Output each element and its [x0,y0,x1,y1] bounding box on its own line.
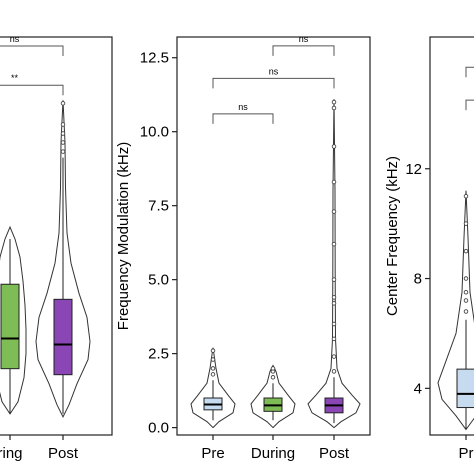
y-tick-label-middle-2: 5.0 [148,272,169,289]
outlier-middle-post-9 [331,179,337,185]
outlier-right-pre-4 [463,248,469,254]
significance-bracket-right-1 [465,99,474,111]
y-tick-label-middle-0: 0.0 [148,420,169,437]
outlier-middle-pre-2 [210,357,216,362]
outlier-middle-post-3 [331,321,337,327]
outlier-middle-post-10 [331,144,337,149]
outlier-left-post-0 [60,149,66,154]
outlier-middle-pre-0 [210,372,216,377]
violin-left-during [0,225,27,415]
outlier-right-pre-2 [463,290,469,295]
outlier-middle-post-12 [331,99,337,105]
y-tick-label-middle-4: 10.0 [140,124,169,141]
panel-left-frame [0,36,113,436]
y-tick-label-right-2: 12 [405,161,422,178]
outlier-middle-pre-3 [210,348,216,353]
outlier-middle-during-2 [270,366,276,371]
outlier-left-post-3 [60,122,66,127]
outlier-middle-during-0 [270,375,276,380]
box-left-during [0,283,20,370]
outlier-left-post-4 [60,101,66,106]
outlier-middle-post-2 [331,336,337,342]
outlier-middle-pre-1 [210,366,216,371]
category-label-middle-0: Pre [201,445,224,462]
outlier-left-post-2 [60,131,66,136]
panel-left: ns ** ring Post [0,34,113,462]
category-label-middle-1: During [251,445,295,462]
outlier-middle-post-11 [331,105,337,111]
violin-middle-during [250,364,296,429]
violin-middle-pre [190,347,236,429]
panel-middle: 0.0 2.5 5.0 7.5 10.0 12.5 ns ns ns Frequency Mod… [115,34,371,462]
y-tick-label-middle-1: 2.5 [148,346,169,363]
outlier-right-pre-6 [463,193,469,199]
category-label-right-0: Pr [459,445,474,462]
outlier-middle-post-5 [331,295,337,300]
category-label-middle-2: Post [319,445,350,462]
box-left-post [53,298,73,376]
outlier-right-pre-3 [463,276,469,281]
y-tick-label-right-0: 4 [414,380,422,397]
y-tick-label-right-1: 8 [414,271,422,288]
y-axis-title-right: Center Frequency (kHz) [384,156,401,316]
y-tick-label-middle-5: 12.5 [140,50,169,67]
significance-bracket-right-0 [465,66,474,78]
significance-label-middle-2: ns [299,34,309,44]
y-tick-label-middle-3: 7.5 [148,198,169,215]
outlier-middle-post-1 [331,354,337,359]
outlier-middle-post-4 [331,301,337,306]
violin-right-pre [437,190,474,431]
outlier-right-pre-5 [463,221,469,226]
outlier-middle-post-0 [331,369,337,374]
significance-label-middle-0: ns [238,102,248,112]
panel-right-frame [429,36,474,436]
panel-right: 4 8 12 Center Frequency (kHz) Pr [384,36,474,462]
significance-label-middle-1: ns [269,66,279,76]
category-label-left-1: Post [48,445,79,462]
significance-bracket-left-0 [0,45,64,57]
category-label-left-0: ring [0,445,23,462]
significance-bracket-middle-0 [212,113,274,124]
outlier-right-pre-1 [463,298,469,303]
outlier-middle-post-6 [331,277,337,282]
outlier-left-post-1 [60,140,66,145]
outlier-middle-post-7 [331,241,337,247]
violin-left-post [35,100,91,419]
significance-label-left-0: ns [10,34,20,44]
y-axis-title-middle: Frequency Modulation (kHz) [115,142,132,330]
outlier-right-pre-0 [463,309,469,314]
significance-bracket-middle-1 [212,77,335,89]
significance-bracket-middle-2 [272,45,335,56]
violin-middle-post [307,99,361,429]
significance-bracket-left-1 [0,84,64,96]
outlier-middle-post-8 [331,209,337,214]
significance-label-left-1: ** [11,73,19,83]
box-right-pre [456,368,474,409]
